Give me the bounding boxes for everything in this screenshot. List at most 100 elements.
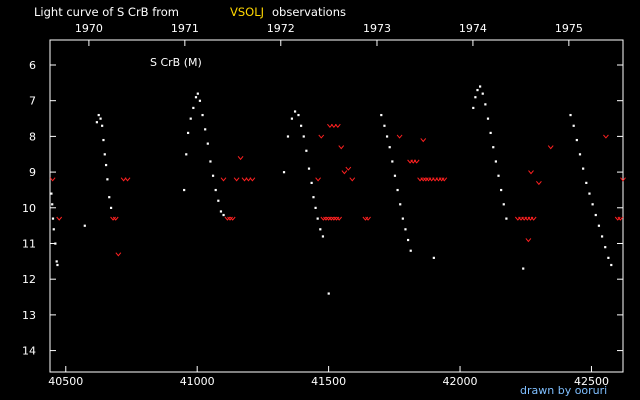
- year-label: 1971: [171, 22, 199, 35]
- obs-point: [486, 117, 490, 120]
- y-tick-label: 8: [29, 130, 36, 143]
- obs-point: [575, 138, 578, 142]
- obs-point: [474, 96, 477, 99]
- chart-title-suffix: observations: [272, 5, 346, 19]
- fainter-than-mark: [124, 177, 131, 182]
- obs-point: [99, 117, 102, 120]
- obs-point: [103, 153, 106, 156]
- obs-point: [319, 228, 322, 231]
- obs-point: [219, 210, 223, 213]
- credit-text: drawn by ooruri: [520, 384, 607, 397]
- year-label: 1970: [75, 22, 103, 35]
- obs-point: [383, 124, 386, 127]
- y-tick-label: 13: [22, 309, 36, 322]
- obs-point: [185, 153, 188, 156]
- data-marks: [49, 85, 626, 295]
- fainter-than-mark: [349, 177, 356, 182]
- y-tick-label: 6: [29, 59, 36, 72]
- obs-point: [316, 217, 319, 220]
- obs-point: [305, 149, 308, 152]
- obs-point: [54, 242, 57, 245]
- obs-point: [297, 113, 300, 117]
- x-tick-label: 42500: [574, 375, 609, 388]
- fainter-than-mark: [536, 180, 542, 186]
- obs-point: [186, 131, 190, 135]
- plot-frame: [49, 39, 624, 373]
- obs-point: [201, 113, 204, 117]
- obs-point: [385, 135, 389, 138]
- obs-point: [327, 292, 330, 295]
- obs-point: [380, 113, 383, 117]
- obs-point: [222, 213, 225, 217]
- fainter-than-mark: [334, 123, 341, 128]
- star-label: S CrB (M): [150, 56, 202, 69]
- year-label: 1974: [459, 22, 487, 35]
- fainter-than-mark: [396, 134, 403, 139]
- obs-point: [51, 217, 55, 220]
- x-tick-label: 41500: [311, 375, 346, 388]
- obs-point: [572, 124, 575, 127]
- obs-point: [497, 174, 500, 177]
- obs-point: [307, 167, 311, 170]
- x-axis: 40500 41000 41500 42000 42500: [48, 366, 609, 388]
- obs-point: [217, 199, 220, 202]
- fainter-than-mark: [320, 216, 327, 221]
- x-tick-label: 42000: [443, 375, 478, 388]
- year-label: 1972: [267, 22, 295, 35]
- obs-point: [401, 217, 404, 220]
- obs-point: [321, 235, 325, 238]
- fainter-than-mark: [330, 216, 337, 221]
- obs-point: [310, 181, 313, 184]
- fainter-than-mark: [420, 138, 427, 143]
- obs-point: [591, 203, 594, 206]
- obs-point: [582, 167, 585, 170]
- obs-point: [52, 228, 55, 231]
- obs-point: [406, 238, 410, 242]
- fainter-than-mark: [220, 177, 227, 182]
- fainter-than-mark: [237, 155, 244, 161]
- obs-point: [50, 192, 53, 195]
- fainter-than-mark: [325, 216, 332, 221]
- obs-point: [396, 188, 399, 192]
- fainter-than-mark: [328, 216, 335, 221]
- obs-point: [109, 206, 113, 209]
- fainter-than-mark: [365, 216, 371, 221]
- obs-point: [101, 124, 104, 127]
- fainter-than-mark: [530, 216, 537, 221]
- obs-point: [393, 174, 397, 177]
- fainter-than-mark: [614, 216, 621, 221]
- chart-title-source: VSOLJ: [230, 5, 264, 19]
- obs-point: [51, 203, 54, 206]
- obs-point: [209, 160, 212, 163]
- obs-point: [494, 160, 497, 163]
- obs-point: [588, 192, 591, 195]
- chart-title-prefix: Light curve of S CrB from: [34, 5, 179, 19]
- fainter-than-mark: [115, 252, 122, 257]
- fainter-than-mark: [338, 145, 345, 150]
- fainter-than-mark: [528, 170, 534, 175]
- obs-point: [391, 160, 394, 163]
- obs-point: [472, 106, 475, 110]
- fainter-than-mark: [362, 216, 369, 221]
- obs-point: [300, 124, 303, 127]
- obs-point: [481, 92, 484, 95]
- obs-point: [286, 135, 290, 138]
- fainter-than-mark: [345, 166, 352, 171]
- obs-point: [189, 117, 192, 120]
- obs-point: [290, 117, 294, 120]
- obs-point: [505, 217, 508, 220]
- fainter-than-mark: [336, 216, 343, 221]
- obs-point: [108, 196, 111, 199]
- y-tick-label: 7: [29, 95, 36, 108]
- obs-point: [104, 163, 108, 167]
- fainter-than-mark: [413, 159, 420, 164]
- fainter-than-mark: [438, 177, 445, 182]
- obs-point: [500, 188, 503, 192]
- obs-point: [211, 174, 215, 177]
- obs-point: [192, 106, 195, 110]
- obs-point: [578, 153, 582, 156]
- obs-point: [102, 138, 105, 142]
- fainter-than-mark: [603, 134, 609, 139]
